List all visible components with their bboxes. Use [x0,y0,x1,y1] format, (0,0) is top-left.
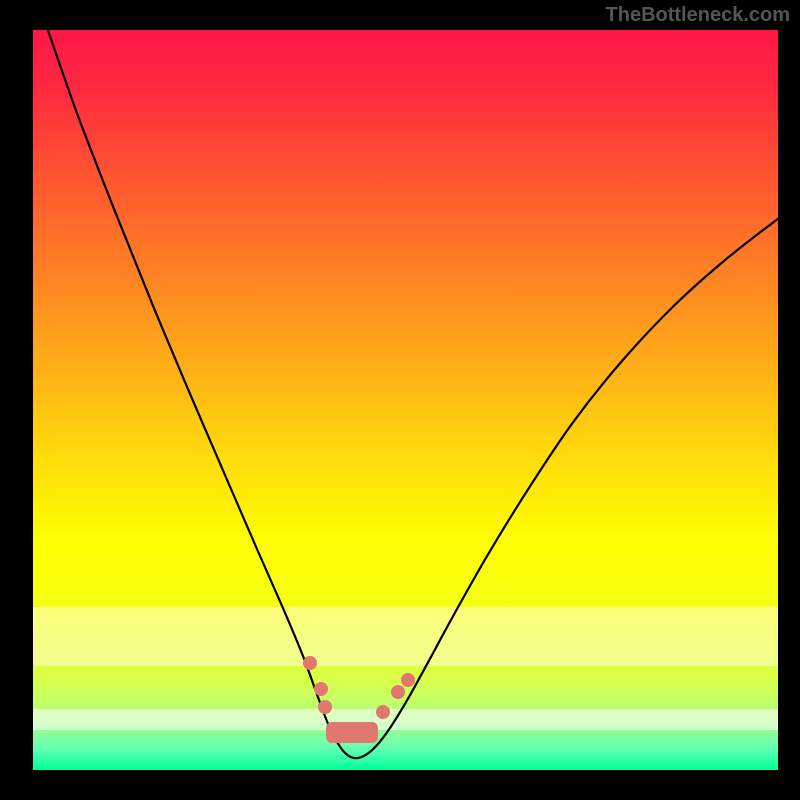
watermark: TheBottleneck.com [606,4,790,27]
plot-area [33,30,778,770]
data-marker [303,656,317,670]
bottleneck-curve [48,30,778,758]
curve-layer [33,30,778,770]
data-marker [314,682,328,696]
data-marker-cluster [326,722,378,743]
